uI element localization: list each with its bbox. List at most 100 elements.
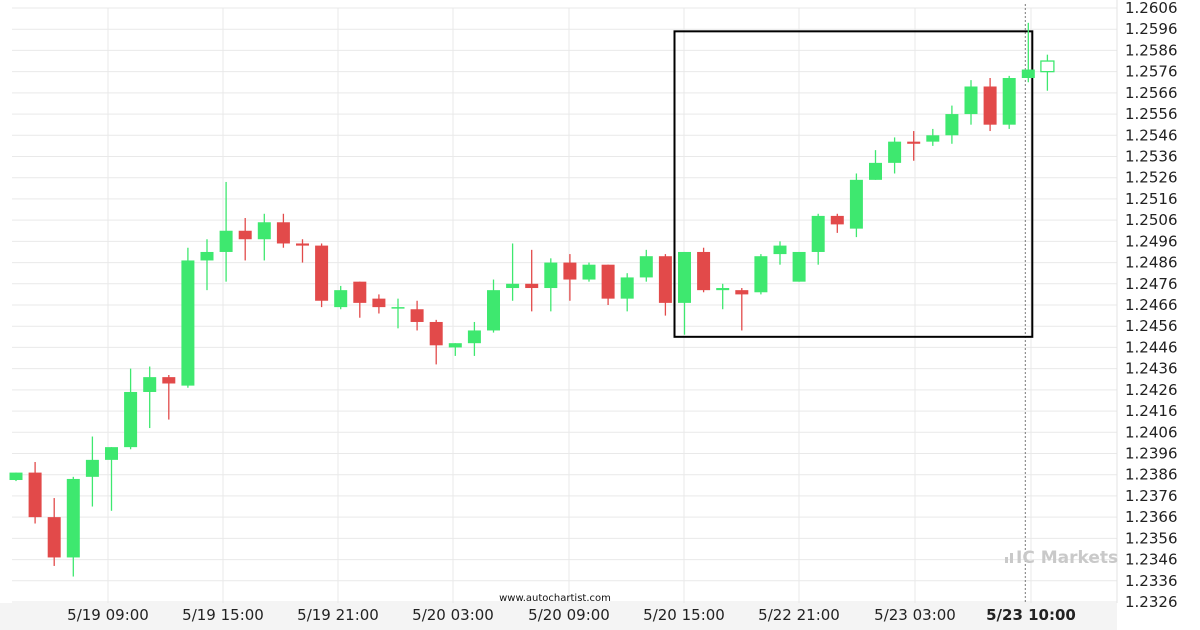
x-tick-label: 5/20 15:00 [643,606,725,624]
candle-body-down [353,281,367,303]
y-tick-label: 1.2606 [1125,0,1178,17]
candle-body-up [143,377,157,392]
grid-lines [0,0,1118,630]
candle-body-down [162,377,176,384]
candle-body-up [620,277,634,299]
candle-body-down [410,309,424,322]
y-tick-label: 1.2426 [1125,381,1178,399]
y-tick-label: 1.2326 [1125,593,1178,611]
y-tick-label: 1.2576 [1125,63,1178,81]
y-tick-label: 1.2466 [1125,296,1178,314]
candle-body-down [830,215,844,225]
y-tick-label: 1.2336 [1125,572,1178,590]
candle-body-up [1002,78,1016,125]
candle-body-down [658,256,672,303]
x-axis: 5/19 09:00 5/19 15:00 5/19 21:00 5/20 03:00… [67,606,1076,624]
candle-body-up [926,135,940,142]
candle-body-up [888,141,902,163]
candle-body-up [448,343,462,348]
candle-body-up [544,262,558,289]
y-tick-label: 1.2586 [1125,41,1178,59]
y-tick-label: 1.2526 [1125,169,1178,187]
credit-text: www.autochartist.com [499,593,611,604]
candle-body-up [1021,69,1035,79]
candle-body-up [66,478,80,558]
candles [9,22,1055,577]
candle-body-down [735,290,749,295]
candle-body-down [47,517,61,558]
y-tick-label: 1.2486 [1125,254,1178,272]
candle-body-up [964,86,978,115]
candle-body-up [219,230,233,252]
candle-body-down [372,298,386,308]
candle-body-down [697,251,711,291]
y-tick-label: 1.2376 [1125,487,1178,505]
candle-body-up [105,447,118,460]
candle-body-up [792,251,806,282]
x-tick-label: 5/19 21:00 [297,606,379,624]
candle-body-down [429,321,443,346]
x-tick-label: 5/20 09:00 [528,606,610,624]
y-tick-label: 1.2566 [1125,84,1178,102]
candle-body-up [467,330,481,344]
candle-body-up [849,179,863,229]
y-tick-label: 1.2346 [1125,551,1178,569]
candle-body-down [525,283,539,289]
y-tick-label: 1.2496 [1125,232,1178,250]
x-tick-label: 5/23 03:00 [874,606,956,624]
y-tick-label: 1.2446 [1125,338,1178,356]
candle-body-down [315,245,329,301]
pattern-box-layer [673,4,1034,603]
y-tick-label: 1.2366 [1125,508,1178,526]
candle-body-up [506,283,520,289]
candle-body-up [639,256,653,278]
candle-body-up [181,260,195,386]
brand-logo: IC Markets [1005,548,1118,568]
brand-bar-1 [1005,557,1008,563]
candle-body-up [1040,60,1055,73]
candle-body-up [124,391,138,448]
candle-body-up [200,251,214,261]
candle-body-up [869,162,882,180]
candle-body-up [582,264,596,280]
y-tick-label: 1.2386 [1125,466,1178,484]
y-tick-label: 1.2396 [1125,445,1178,463]
pattern-rectangle [673,30,1034,338]
candle-body-up [334,290,348,308]
candle-body-up [9,472,23,481]
y-tick-label: 1.2596 [1125,20,1178,38]
candle-body-up [773,245,787,255]
x-tick-label: 5/23 10:00 [986,606,1076,624]
y-tick-label: 1.2406 [1125,423,1178,441]
candle-body-up [945,114,959,136]
y-tick-label: 1.2546 [1125,126,1178,144]
candle-body-up [487,290,500,331]
candle-body-down [907,141,921,144]
candle-body-up [391,307,405,309]
candle-body-up [85,459,99,477]
candle-body-down [28,472,42,518]
candle-body-down [601,264,615,299]
y-tick-label: 1.2536 [1125,148,1178,166]
y-axis: 1.2606 1.2596 1.2586 1.2576 1.2566 1.2556 1.25… [1125,0,1178,611]
candle-body-up [678,251,691,303]
candle-body-down [296,243,309,246]
y-tick-label: 1.2436 [1125,360,1178,378]
y-tick-label: 1.2556 [1125,105,1178,123]
y-tick-label: 1.2416 [1125,402,1178,420]
candle-body-down [983,86,997,125]
brand-bar-2 [1010,553,1013,563]
x-tick-label: 5/20 03:00 [412,606,494,624]
candle-body-down [238,230,252,240]
candle-body-down [276,222,290,244]
brand-text: IC Markets [1016,548,1118,568]
candle-body-up [257,222,271,240]
candle-body-up [811,215,825,252]
y-tick-label: 1.2516 [1125,190,1178,208]
candle-body-up [716,288,730,291]
y-tick-label: 1.2506 [1125,211,1178,229]
x-tick-label: 5/19 15:00 [182,606,264,624]
candle-body-down [563,262,577,280]
y-tick-label: 1.2476 [1125,275,1178,293]
